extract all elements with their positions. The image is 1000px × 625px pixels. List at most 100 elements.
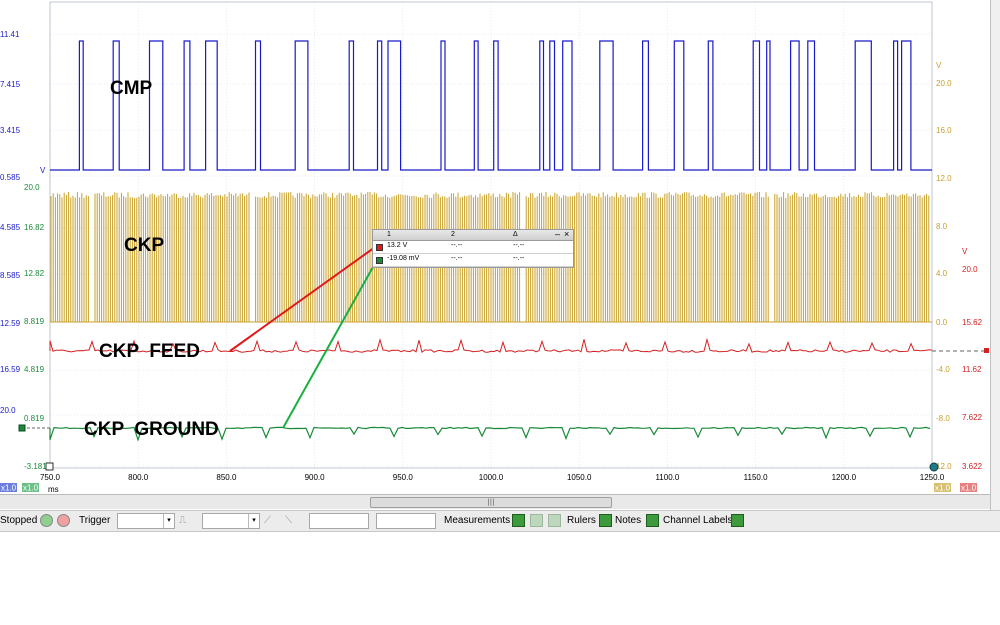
readout-value: --.-- (513, 242, 525, 249)
readout-col-1: 1 (387, 231, 391, 238)
x-axis-tick: 750.0 (40, 473, 61, 482)
left-axis-green-tick: 4.819 (24, 365, 45, 374)
x-axis-tick: 950.0 (393, 473, 414, 482)
x-axis-tick: 1200.0 (832, 473, 857, 482)
ckp-feed-waveform (49, 337, 933, 353)
stop-icon[interactable] (57, 514, 70, 527)
right-axis-red-tick: 11.62 (962, 365, 982, 374)
notes-button[interactable] (646, 514, 659, 527)
zoom-badge-blue: x1.0 (1, 484, 17, 493)
left-axis-green-tick: -3.181 (24, 462, 47, 471)
right-axis-red-tick: 15.62 (962, 318, 983, 327)
channel-swatch-red (376, 244, 383, 251)
channel-labels-button[interactable] (731, 514, 744, 527)
right-axis-yellow-tick: 4.0 (936, 269, 948, 278)
zoom-badge-green-bg (22, 483, 39, 492)
readout-header: 1 2 Δ – × (373, 229, 573, 241)
axis-labels: 11.41 7.415 3.415 0.585 4.585 8.585 12.59 16.59… (0, 30, 983, 494)
horizontal-scrollbar[interactable]: ||| (0, 494, 990, 509)
x-axis-tick: 800.0 (128, 473, 149, 482)
left-axis-green-tick: 20.0 (24, 183, 40, 192)
right-axis-yellow-unit: V (936, 61, 942, 70)
left-axis-blue-tick: 12.59 (0, 319, 21, 328)
left-axis-green-tick: 8.819 (24, 317, 45, 326)
x-axis-tick: 850.0 (216, 473, 237, 482)
right-axis-yellow-tick: 8.0 (936, 222, 948, 231)
zoom-handle (929, 462, 939, 472)
right-axis-yellow-tick: 0.0 (936, 318, 948, 327)
readout-minimize-icon[interactable]: – (555, 229, 561, 239)
label-cmp: CMP (110, 78, 153, 99)
plot-border (49, 1, 933, 469)
label-ckp-feed: CKP FEED (99, 341, 201, 362)
chevron-down-icon: ▾ (248, 514, 259, 528)
label-ckp: CKP (124, 235, 165, 256)
x-axis-tick: 900.0 (305, 473, 326, 482)
label-ckp-ground: CKP GROUND (84, 419, 219, 440)
trigger-source-select[interactable]: ▾ (202, 513, 260, 529)
ground-pointer-line (282, 257, 379, 429)
x-axis-tick: 1100.0 (655, 473, 679, 482)
readout-value: --.-- (451, 242, 463, 249)
edit-measurement-button[interactable] (530, 514, 543, 527)
ckp-ground-waveform (49, 426, 931, 442)
zoom-origin-marker (45, 462, 54, 471)
ruler-handle (984, 348, 989, 353)
left-axis-blue-tick: 4.585 (0, 223, 21, 232)
x-axis-tick: 1050.0 (567, 473, 592, 482)
readout-value: --.-- (451, 255, 463, 262)
right-axis-red-tick: 3.622 (962, 462, 983, 471)
delete-measurement-button[interactable] (548, 514, 561, 527)
start-icon[interactable] (40, 514, 53, 527)
right-axis-red-unit: V (962, 247, 968, 256)
rulers-button[interactable] (599, 514, 612, 527)
trigger-mode-select[interactable]: ▾ (117, 513, 175, 529)
right-scrollbar[interactable] (990, 0, 1000, 510)
falling-edge-icon[interactable]: ⟍ (285, 515, 292, 526)
right-axis-red-tick: 20.0 (962, 265, 978, 274)
zoom-badge-green: x1.0 (23, 484, 39, 493)
zoom-badge-red: x1.0 (961, 484, 977, 493)
pretrigger-stepper[interactable] (376, 513, 436, 529)
chevron-down-icon: ▾ (163, 514, 174, 528)
rising-edge-icon[interactable]: ⟋ (264, 515, 271, 526)
status-text: Stopped (0, 515, 38, 526)
scroll-thumb[interactable]: ||| (370, 497, 612, 508)
zoom-badge-red-bg (960, 483, 977, 492)
ruler-readout-window[interactable]: 1 2 Δ – × 13.2 V --.-- --.-- -19.08 mV -… (372, 229, 574, 268)
left-axis-blue-tick: 20.0 (0, 406, 16, 415)
x-axis-tick: 1150.0 (744, 473, 768, 482)
right-axis-red-tick: 7.622 (962, 413, 983, 422)
scope-display: 11.41 7.415 3.415 0.585 4.585 8.585 12.59 16.59… (0, 0, 990, 494)
left-axis-blue-unit: V (40, 166, 46, 175)
ruler-handle (18, 424, 26, 432)
trigger-label: Trigger (79, 515, 111, 526)
x-axis-tick: 1250.0 (920, 473, 945, 482)
left-axis-blue-tick: 16.59 (0, 365, 21, 374)
readout-col-delta: Δ (513, 231, 518, 238)
left-axis-green-tick: 16.82 (24, 223, 45, 232)
zoom-badge-yellow: x1.0 (935, 484, 951, 493)
left-axis-green-tick: 12.82 (24, 269, 45, 278)
left-axis-blue-tick: 7.415 (0, 80, 21, 89)
annotation-lines (229, 244, 379, 429)
right-axis-yellow-tick: 12.0 (936, 174, 952, 183)
readout-close-icon[interactable]: × (564, 229, 570, 239)
add-measurement-button[interactable] (512, 514, 525, 527)
right-axis-yellow-tick: -4.0 (936, 365, 950, 374)
trigger-edge-icon[interactable]: ⎍ (179, 515, 186, 526)
notes-label: Notes (615, 515, 642, 526)
readout-row: 13.2 V --.-- --.-- (373, 241, 573, 254)
zoom-badge-blue-bg (0, 483, 17, 492)
right-axis-yellow-tick: -8.0 (936, 414, 950, 423)
cmp-waveform (50, 40, 932, 171)
channel-labels-label: Channel Labels (663, 515, 733, 526)
channel-swatch-green (376, 257, 383, 264)
readout-value: 13.2 V (387, 242, 408, 249)
readout-col-2: 2 (451, 231, 455, 238)
left-axis-blue-tick: 0.585 (0, 173, 21, 182)
measurements-label: Measurements (444, 515, 511, 526)
left-axis-blue-tick: 11.41 (0, 30, 20, 39)
threshold-stepper[interactable] (309, 513, 369, 529)
x-axis-tick: 1000.0 (479, 473, 504, 482)
